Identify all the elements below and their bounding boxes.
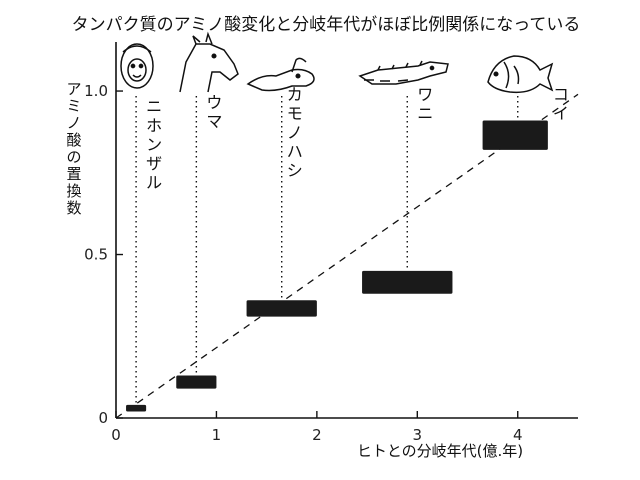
crocodile-icon: [358, 60, 449, 85]
x-axis-label: ヒトとの分岐年代(億.年): [357, 442, 523, 460]
animal-label: ウマ: [206, 93, 222, 131]
x-tick-label: 4: [513, 426, 523, 444]
animal-illustrations: [120, 31, 554, 94]
leader-lines: [135, 96, 519, 405]
axes: [115, 42, 578, 419]
x-tick-label: 2: [312, 426, 322, 444]
data-bar: [176, 375, 217, 389]
y-axis-label: アミノ酸の置換数: [66, 80, 81, 217]
x-ticks: 0 1 2 3 4: [111, 411, 523, 444]
y-tick-label: 1.0: [84, 82, 108, 100]
monkey-icon: [120, 43, 154, 89]
data-bars: [126, 120, 548, 412]
data-bar: [362, 270, 453, 294]
data-bar: [246, 300, 317, 317]
chart-title: タンパク質のアミノ酸変化と分岐年代がほぼ比例関係になっている: [72, 15, 581, 35]
animal-labels: ニホンザル ウマ カモノハシ ワニ コイ: [146, 85, 569, 192]
animal-label: ワニ: [417, 85, 433, 123]
y-axis-label-text: アミノ酸の置換数: [66, 80, 81, 217]
data-bar: [482, 120, 548, 150]
animal-label: コイ: [553, 85, 569, 123]
animal-label: カモノハシ: [287, 85, 303, 180]
animal-label: ニホンザル: [146, 97, 162, 192]
carp-icon: [487, 55, 554, 94]
y-tick-label: 0.5: [84, 246, 108, 264]
horse-icon: [179, 31, 239, 93]
y-ticks: 0 0.5 1.0: [84, 82, 123, 427]
platypus-icon: [246, 57, 315, 92]
x-tick-label: 3: [413, 426, 423, 444]
x-tick-label: 0: [111, 426, 121, 444]
y-tick-label: 0: [98, 409, 108, 427]
data-bar: [126, 404, 147, 412]
x-tick-label: 1: [212, 426, 222, 444]
